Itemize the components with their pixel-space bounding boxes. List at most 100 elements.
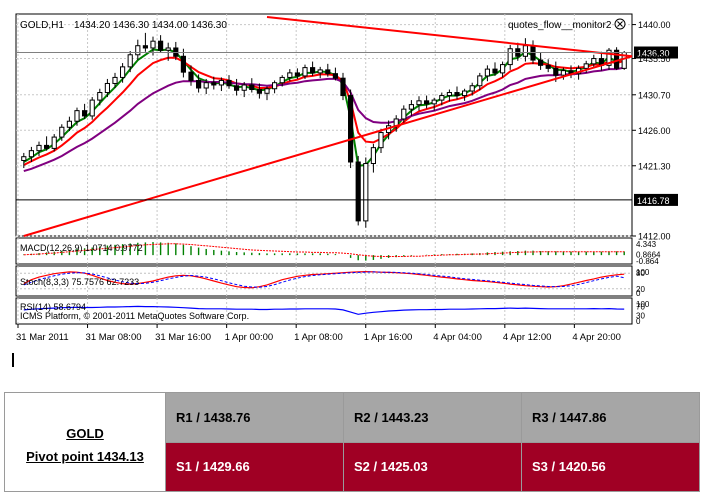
candle-body	[226, 79, 232, 87]
indicator-tick-label: 70	[636, 303, 645, 312]
text-cursor	[12, 353, 14, 367]
time-tick-label: 1 Apr 16:00	[364, 332, 413, 343]
candle-body	[317, 69, 323, 74]
indicator-tick-label: -0.864	[636, 257, 659, 266]
price-marker-box	[634, 46, 678, 59]
rsi-label: RSI(14) 58.6794	[20, 302, 86, 312]
candle	[226, 75, 232, 89]
candle	[431, 97, 437, 111]
candle	[294, 68, 300, 79]
candle-body	[241, 84, 247, 91]
candle	[249, 78, 255, 93]
candle	[317, 66, 323, 79]
candle	[104, 78, 110, 98]
candle-body	[287, 72, 293, 78]
candle	[484, 65, 490, 82]
macd-pane: 4.343 0.8664-0.864 MACD(12,26,9) 1.0714 0…	[15, 237, 661, 266]
close-icon-cross	[617, 21, 623, 27]
candle-body	[66, 120, 72, 128]
candle-body	[104, 82, 110, 94]
price-chart[interactable]: 1436.30 1416.78 1440.00 1435.50 1430.70 1426…	[0, 0, 708, 350]
candle	[256, 83, 262, 99]
candle-body	[378, 132, 384, 149]
candle	[370, 143, 376, 173]
candle	[89, 97, 95, 120]
candle	[51, 134, 57, 152]
candle-body	[522, 45, 528, 57]
candle-body	[59, 126, 65, 138]
candle	[325, 63, 331, 77]
candle-body	[348, 95, 354, 163]
stochastic-main-line	[23, 270, 625, 289]
candle	[454, 86, 460, 100]
price-markers: 1436.30 1416.78	[16, 46, 678, 206]
candle-body	[431, 99, 437, 105]
price-tick-label: 1412.00	[638, 232, 671, 242]
candle	[127, 51, 133, 73]
macd-axis: 4.343 0.8664-0.864	[636, 240, 661, 266]
candle-body	[180, 55, 186, 73]
support-3: S3 / 1420.56	[521, 441, 700, 492]
candle-body	[188, 71, 194, 81]
candle-body	[355, 161, 361, 222]
candle	[446, 89, 452, 102]
support-2: S2 / 1425.03	[343, 441, 522, 492]
candle	[36, 141, 42, 156]
candle	[332, 67, 338, 81]
candle-body	[416, 100, 422, 106]
candle	[606, 47, 612, 70]
candle-body	[545, 64, 551, 69]
candle	[234, 78, 240, 96]
pivot-point: Pivot point 1434.13	[26, 449, 144, 464]
candle	[165, 42, 171, 61]
indicator-tick-label: 30	[636, 311, 645, 320]
candle	[74, 107, 80, 126]
main-grid	[16, 14, 632, 237]
price-marker-label: 1436.30	[637, 49, 670, 59]
candle-body	[591, 58, 597, 65]
indicator-close-icon[interactable]	[614, 18, 626, 30]
candle-body	[74, 110, 80, 122]
candle	[614, 47, 620, 70]
candle	[378, 128, 384, 153]
time-axis: 31 Mar 2011 31 Mar 08:00 31 Mar 16:00 1 Apr…	[16, 324, 621, 343]
candle	[560, 67, 566, 80]
candle-body	[97, 92, 103, 101]
symbol-header: GOLD,H1	[20, 20, 64, 31]
candle	[545, 59, 551, 73]
candlesticks	[21, 32, 627, 228]
price-axis: 1440.00 1435.50 1430.70 1426.00 1421.30 1412.…	[632, 20, 671, 242]
indicator-tick-label: 20	[636, 285, 645, 294]
price-tick-label: 1430.70	[638, 90, 671, 100]
candle-body	[142, 45, 148, 49]
candle	[538, 52, 544, 70]
time-tick-label: 31 Mar 08:00	[86, 332, 142, 343]
macd-label: MACD(12,26,9) 1.0714 0.9772	[20, 243, 143, 253]
candle	[507, 44, 513, 70]
indicator-tick-label: 100	[636, 300, 650, 309]
candle-body	[272, 82, 278, 90]
candle-body	[553, 67, 559, 76]
candle	[264, 86, 270, 101]
candle	[120, 63, 126, 83]
candle-body	[484, 68, 490, 77]
candle-body	[249, 84, 255, 91]
candle-body	[606, 49, 612, 66]
candle-body	[340, 77, 346, 97]
candle	[44, 136, 50, 151]
time-tick-label: 4 Apr 20:00	[572, 332, 621, 343]
trendline	[23, 55, 633, 237]
indicator-tick-label: 0	[636, 289, 641, 298]
candle-body	[135, 45, 141, 56]
candle	[196, 74, 202, 93]
candle	[416, 96, 422, 111]
candle	[408, 100, 414, 116]
rsi-polyline	[23, 305, 625, 315]
candle-body	[256, 89, 262, 94]
candle	[591, 54, 597, 69]
candle	[272, 80, 278, 94]
candle-body	[560, 70, 566, 76]
time-tick-label: 1 Apr 00:00	[225, 332, 274, 343]
